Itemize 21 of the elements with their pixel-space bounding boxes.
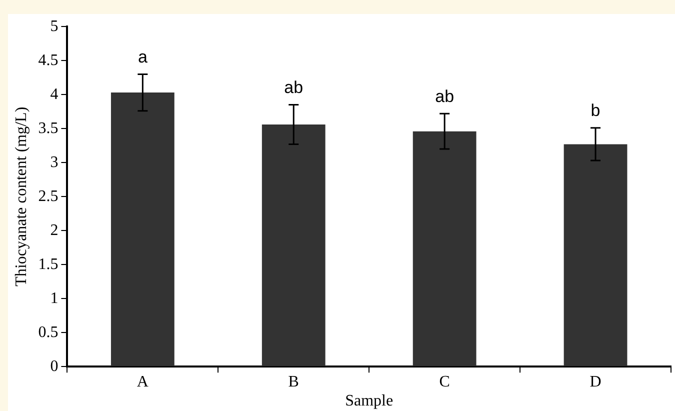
annotation: b [590, 101, 600, 120]
annotation: ab [284, 78, 304, 97]
x-tick-label: A [136, 373, 149, 390]
x-tick-label: B [288, 373, 299, 390]
y-tick-label: 4 [50, 86, 58, 103]
y-tick-label: 3 [50, 154, 58, 171]
annotation: a [138, 47, 148, 66]
y-tick-label: 2 [50, 222, 58, 239]
x-tick-label: D [590, 373, 602, 390]
y-tick-label: 4.5 [38, 52, 58, 69]
y-tick-label: 3.5 [38, 120, 58, 137]
x-tick-label: C [439, 373, 450, 390]
y-tick-label: 5 [50, 18, 58, 35]
annotation: ab [435, 86, 454, 106]
y-tick-label: 1.5 [38, 256, 58, 273]
y-tick-label: 0 [50, 358, 58, 375]
y-tick-label: 0.5 [38, 324, 58, 341]
y-tick-label: 1 [50, 290, 58, 307]
y-tick-label: 2.5 [38, 188, 58, 205]
y-axis-title: Thiocyanate content (mg/L) [12, 106, 30, 286]
x-axis-title: Sample [345, 392, 394, 410]
